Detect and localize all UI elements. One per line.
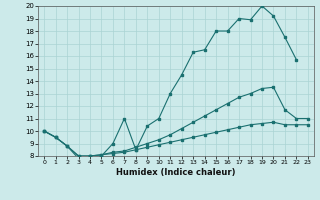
X-axis label: Humidex (Indice chaleur): Humidex (Indice chaleur) (116, 168, 236, 177)
